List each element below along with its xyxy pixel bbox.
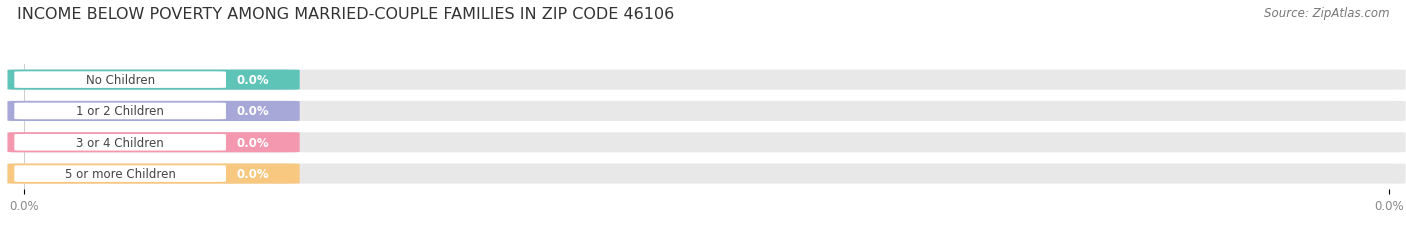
Text: No Children: No Children bbox=[86, 74, 155, 87]
FancyBboxPatch shape bbox=[7, 164, 1406, 184]
Text: Source: ZipAtlas.com: Source: ZipAtlas.com bbox=[1264, 7, 1389, 20]
Text: INCOME BELOW POVERTY AMONG MARRIED-COUPLE FAMILIES IN ZIP CODE 46106: INCOME BELOW POVERTY AMONG MARRIED-COUPL… bbox=[17, 7, 673, 22]
Text: 5 or more Children: 5 or more Children bbox=[65, 167, 176, 180]
FancyBboxPatch shape bbox=[7, 70, 1406, 90]
Text: 0.0%: 0.0% bbox=[236, 167, 269, 180]
FancyBboxPatch shape bbox=[14, 103, 226, 120]
FancyBboxPatch shape bbox=[7, 70, 299, 90]
FancyBboxPatch shape bbox=[7, 133, 1406, 153]
FancyBboxPatch shape bbox=[14, 134, 226, 151]
Text: 1 or 2 Children: 1 or 2 Children bbox=[76, 105, 165, 118]
FancyBboxPatch shape bbox=[7, 133, 299, 153]
Text: 0.0%: 0.0% bbox=[236, 136, 269, 149]
FancyBboxPatch shape bbox=[7, 101, 299, 122]
Text: 3 or 4 Children: 3 or 4 Children bbox=[76, 136, 165, 149]
Text: 0.0%: 0.0% bbox=[236, 105, 269, 118]
Text: 0.0%: 0.0% bbox=[236, 74, 269, 87]
FancyBboxPatch shape bbox=[7, 164, 299, 184]
FancyBboxPatch shape bbox=[14, 72, 226, 88]
FancyBboxPatch shape bbox=[14, 166, 226, 182]
FancyBboxPatch shape bbox=[7, 101, 1406, 122]
